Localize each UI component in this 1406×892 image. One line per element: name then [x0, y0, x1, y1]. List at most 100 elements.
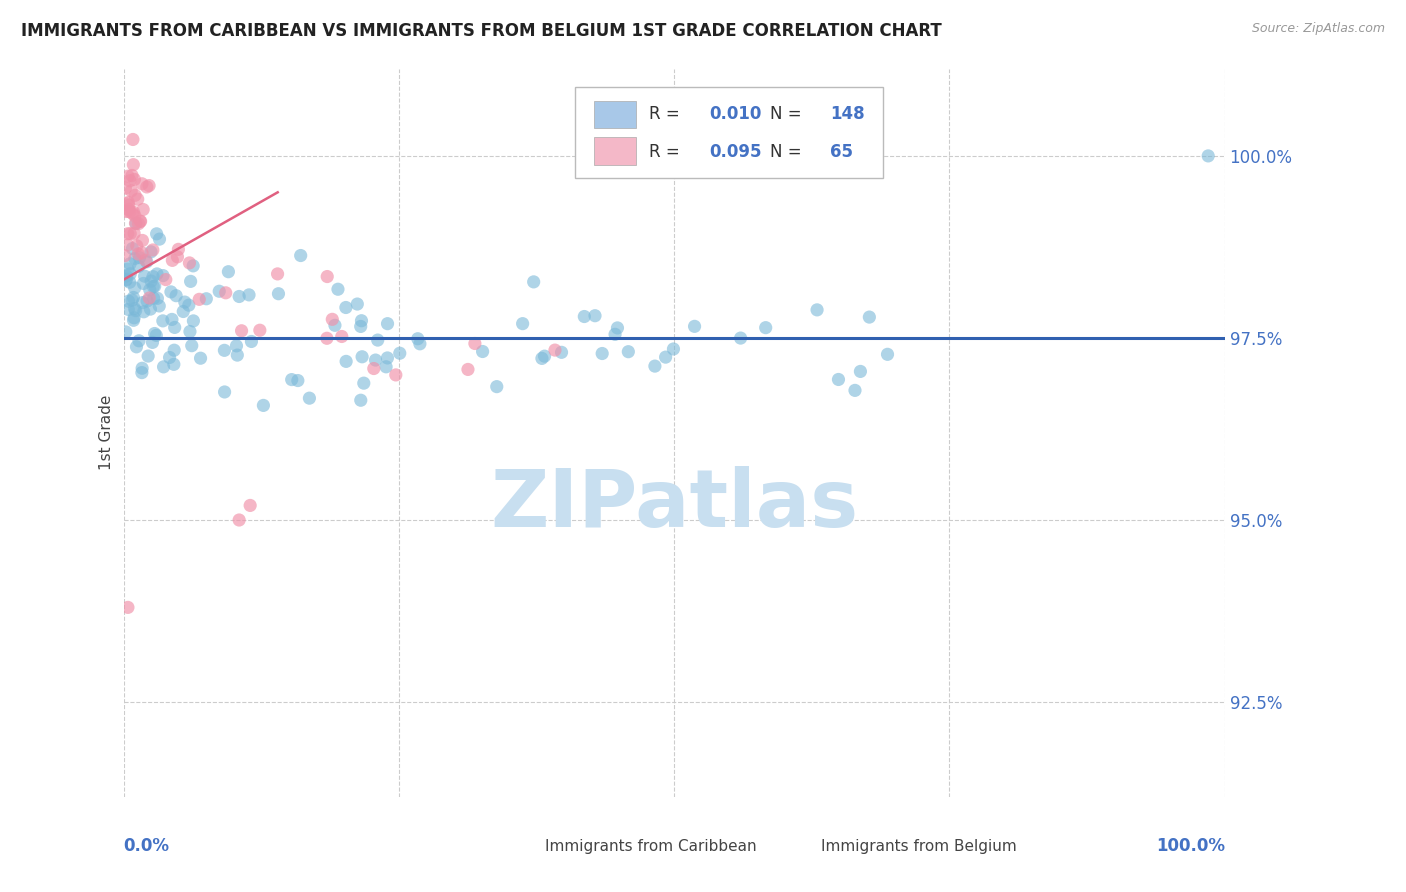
Point	[139, 274, 162, 288]
Point	[129, 214, 152, 228]
Point	[124, 301, 146, 316]
Point	[287, 374, 309, 388]
Point	[167, 243, 190, 257]
Text: 0.010: 0.010	[710, 105, 762, 123]
Point	[121, 293, 143, 308]
Bar	[503, 836, 537, 856]
Point	[148, 299, 170, 313]
Point	[135, 180, 157, 194]
Point	[120, 267, 142, 281]
Point	[485, 379, 508, 393]
Point	[124, 209, 146, 223]
Point	[124, 303, 146, 318]
Point	[180, 339, 202, 353]
Point	[335, 354, 357, 368]
Point	[121, 242, 143, 256]
Point	[377, 351, 399, 365]
Bar	[593, 101, 636, 128]
Point	[249, 323, 271, 337]
Point	[323, 318, 346, 333]
Point	[471, 344, 494, 359]
Point	[129, 214, 152, 228]
Point	[364, 353, 387, 368]
Point	[145, 328, 167, 343]
Point	[120, 227, 142, 241]
Point	[239, 499, 262, 513]
Point	[228, 513, 250, 527]
Point	[806, 302, 828, 317]
Point	[159, 351, 181, 365]
Point	[114, 249, 136, 263]
Text: 0.095: 0.095	[710, 144, 762, 161]
Point	[330, 329, 353, 343]
Text: Source: ZipAtlas.com: Source: ZipAtlas.com	[1251, 22, 1385, 36]
Point	[683, 319, 706, 334]
Text: N =: N =	[770, 144, 807, 161]
Point	[298, 391, 321, 405]
Point	[117, 302, 139, 317]
Point	[280, 373, 302, 387]
Point	[617, 344, 640, 359]
Point	[190, 351, 212, 366]
Point	[326, 282, 349, 296]
Point	[290, 248, 312, 262]
Point	[118, 198, 141, 212]
Point	[148, 232, 170, 246]
Point	[131, 246, 153, 260]
Point	[128, 217, 150, 231]
Point	[316, 269, 339, 284]
Point	[121, 206, 143, 220]
Point	[183, 314, 205, 328]
Point	[163, 357, 186, 371]
Point	[125, 239, 148, 253]
Point	[231, 324, 253, 338]
Point	[574, 310, 596, 324]
Point	[335, 301, 357, 315]
Point	[226, 348, 249, 362]
Point	[127, 247, 149, 261]
Point	[143, 326, 166, 341]
Point	[117, 294, 139, 309]
Point	[122, 310, 145, 325]
Point	[179, 325, 201, 339]
Point	[533, 349, 555, 363]
Point	[352, 350, 374, 364]
Point	[583, 309, 606, 323]
Point	[121, 169, 143, 183]
Point	[122, 227, 145, 241]
Point	[128, 251, 150, 265]
Point	[145, 227, 167, 241]
Point	[215, 285, 238, 300]
Point	[125, 340, 148, 354]
Point	[353, 376, 375, 391]
Point	[755, 320, 778, 334]
Point	[730, 331, 752, 345]
FancyBboxPatch shape	[575, 87, 883, 178]
Point	[240, 334, 263, 349]
Point	[208, 285, 231, 299]
Point	[132, 277, 155, 291]
Text: Immigrants from Belgium: Immigrants from Belgium	[821, 838, 1017, 854]
Point	[225, 339, 247, 353]
Point	[363, 361, 385, 376]
Text: R =: R =	[648, 144, 685, 161]
Point	[152, 359, 174, 374]
Point	[173, 295, 195, 310]
Point	[124, 252, 146, 266]
Point	[118, 204, 141, 219]
Point	[124, 216, 146, 230]
Point	[162, 253, 184, 268]
Point	[117, 195, 139, 210]
Point	[118, 275, 141, 289]
Point	[165, 288, 187, 302]
Point	[131, 295, 153, 310]
Bar	[593, 137, 636, 165]
Point	[350, 393, 373, 408]
Point	[118, 257, 141, 271]
Point	[530, 351, 553, 366]
Point	[346, 297, 368, 311]
Point	[166, 250, 188, 264]
Text: R =: R =	[648, 105, 685, 123]
Point	[124, 172, 146, 186]
Point	[118, 202, 141, 217]
